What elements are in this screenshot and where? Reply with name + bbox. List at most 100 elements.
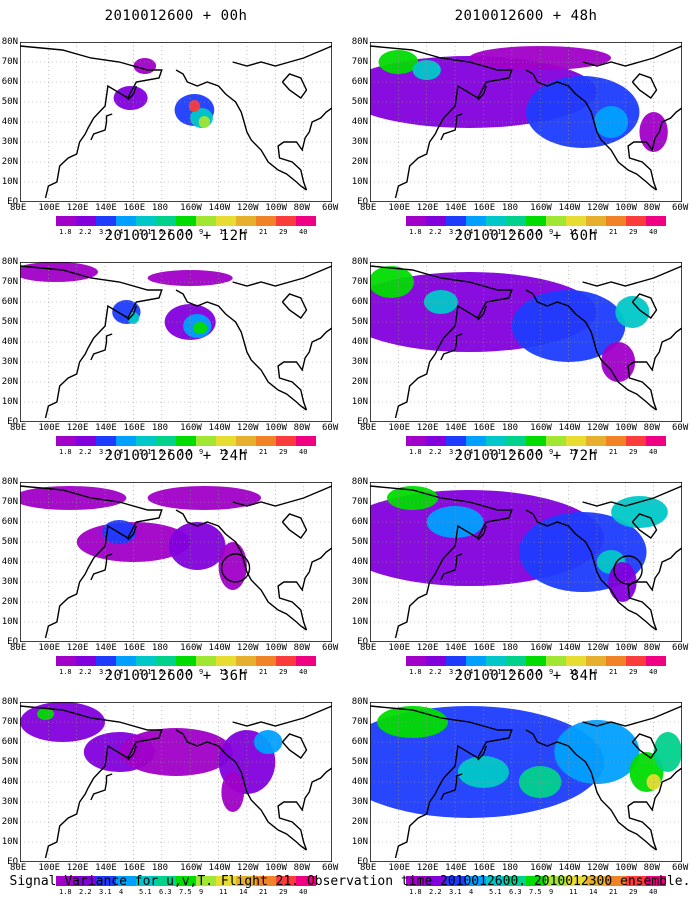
colorbar-tick-label: 29 <box>279 888 288 896</box>
latitude-label: EQ <box>357 637 368 647</box>
latitude-label: 50N <box>1 537 18 547</box>
colorbar-swatch <box>646 876 666 886</box>
latitude-label: 50N <box>1 757 18 767</box>
longitude-label: 160W <box>530 863 552 873</box>
colorbar-tick-label: 7.5 <box>179 448 192 456</box>
coastline <box>370 265 513 419</box>
colorbar-tick-label: 6.3 <box>159 888 172 896</box>
coastline <box>477 305 487 321</box>
coastline <box>20 485 163 639</box>
colorbar-tick-label: 1.8 <box>59 228 72 236</box>
latitude-label: 40N <box>351 777 368 787</box>
longitude-label: 140E <box>445 203 467 213</box>
coastline <box>281 293 308 319</box>
colorbar-tick-label: 7.5 <box>529 668 542 676</box>
colorbar-tick-label: 3.1 <box>449 668 462 676</box>
longitude-label: 80E <box>10 423 27 433</box>
colorbar-swatch <box>626 876 646 886</box>
colorbar-tick-label: 5.1 <box>139 448 152 456</box>
colorbar-tick-label: 4 <box>469 228 474 236</box>
latitude-label: EQ <box>357 417 368 427</box>
longitude-label: 160W <box>530 423 552 433</box>
colorbar-swatch <box>486 436 506 446</box>
longitude-label: 80W <box>293 203 310 213</box>
coastline <box>440 773 463 801</box>
variance-field <box>611 496 668 528</box>
colorbar-swatch <box>156 216 176 226</box>
coastline <box>175 69 307 191</box>
variance-field <box>377 706 448 738</box>
coastline <box>90 773 113 801</box>
longitude-label: 180 <box>501 203 519 213</box>
colorbar-tick-label: 11 <box>219 668 228 676</box>
colorbar-tick-label: 40 <box>649 888 658 896</box>
colorbar-swatch <box>626 216 646 226</box>
latitude-label: 60N <box>1 517 18 527</box>
variance-field <box>370 266 414 298</box>
colorbar-swatch <box>606 216 626 226</box>
coastline <box>232 705 332 727</box>
coastline <box>370 485 513 639</box>
longitude-label: 120W <box>586 203 609 213</box>
colorbar-swatch <box>276 216 296 226</box>
coastline <box>582 45 682 67</box>
colorbar-tick-label: 9 <box>199 228 204 236</box>
longitude-label: 160E <box>473 643 496 653</box>
latitude-label: 80N <box>351 257 368 267</box>
coastline <box>370 45 513 199</box>
colorbar-swatch <box>276 876 296 886</box>
longitude-label: 80E <box>360 643 377 653</box>
coastline <box>277 327 332 411</box>
latitude-label: 80N <box>1 37 18 47</box>
longitude-label: 140E <box>445 423 467 433</box>
longitude-label: 120E <box>66 203 89 213</box>
colorbar-swatch <box>236 656 256 666</box>
longitude-label: 160E <box>473 863 496 873</box>
longitude-label: 140E <box>95 423 117 433</box>
longitude-label: 140W <box>558 863 581 873</box>
latitude-label: 80N <box>1 257 18 267</box>
colorbar-tick-label: 3.1 <box>449 448 462 456</box>
colorbar-tick-label: 2.2 <box>429 448 442 456</box>
colorbar-tick-label: 14 <box>589 668 598 676</box>
latitude-label: 40N <box>351 337 368 347</box>
longitude-label: 120W <box>236 643 259 653</box>
latitude-label: 60N <box>351 737 368 747</box>
colorbar-tick-label: 14 <box>239 888 248 896</box>
colorbar-tick-label: 5.1 <box>489 228 502 236</box>
variance-field <box>119 728 233 776</box>
colorbar-tick-label: 21 <box>259 448 268 456</box>
longitude-label: 100E <box>38 643 61 653</box>
colorbar-swatch <box>196 876 216 886</box>
colorbar-swatch <box>586 656 606 666</box>
highlight-circle <box>613 555 643 585</box>
variance-field <box>423 290 458 314</box>
longitude-label: 100W <box>615 643 637 653</box>
colorbar-swatch <box>426 876 446 886</box>
panel-title: 2010012600 + 00h <box>104 8 248 24</box>
colorbar-tick-label: 21 <box>259 228 268 236</box>
colorbar-swatch <box>446 436 466 446</box>
colorbar-tick-label: 11 <box>219 228 228 236</box>
latitude-label: 70N <box>351 497 368 507</box>
colorbar-tick-label: 1.8 <box>59 888 72 896</box>
latitude-label: 40N <box>351 117 368 127</box>
coastline <box>175 289 307 411</box>
colorbar-tick-label: 1.8 <box>59 668 72 676</box>
colorbar-tick-label: 4 <box>469 448 474 456</box>
colorbar-tick-label: 4 <box>119 668 124 676</box>
colorbar-swatch <box>196 656 216 666</box>
colorbar-tick-label: 4 <box>469 888 474 896</box>
colorbar-tick-label: 40 <box>649 668 658 676</box>
colorbar <box>406 656 666 666</box>
colorbar-tick-label: 40 <box>299 668 308 676</box>
longitude-label: 100W <box>265 643 287 653</box>
colorbar-tick-label: 9 <box>199 448 204 456</box>
longitude-label: 100E <box>388 643 411 653</box>
colorbar-swatch <box>116 216 136 226</box>
map-plot <box>370 482 682 642</box>
longitude-label: 80W <box>643 863 660 873</box>
colorbar-swatch <box>526 656 546 666</box>
colorbar-tick-label: 6.3 <box>509 668 522 676</box>
colorbar-swatch <box>136 436 156 446</box>
